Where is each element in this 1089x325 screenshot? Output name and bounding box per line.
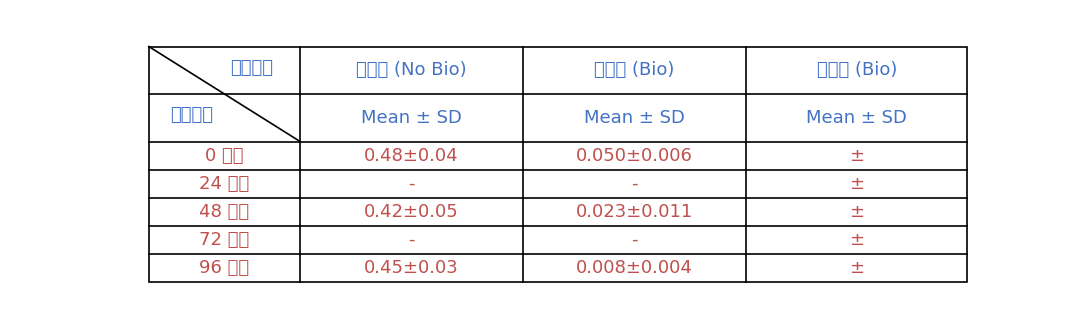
Text: ±: ± xyxy=(849,147,865,165)
Text: Mean ± SD: Mean ± SD xyxy=(584,109,685,127)
Text: -: - xyxy=(631,231,637,249)
Text: 0.008±0.004: 0.008±0.004 xyxy=(576,259,693,277)
Text: 경과시간: 경과시간 xyxy=(170,107,212,124)
Text: -: - xyxy=(408,175,415,193)
Text: 지수식 (No Bio): 지수식 (No Bio) xyxy=(356,61,467,79)
Text: 0.48±0.04: 0.48±0.04 xyxy=(364,147,458,165)
Text: 24 시간: 24 시간 xyxy=(199,175,249,193)
Text: 유수식 (Bio): 유수식 (Bio) xyxy=(817,61,897,79)
Text: 96 시간: 96 시간 xyxy=(199,259,249,277)
Text: 시험항목: 시험항목 xyxy=(230,59,273,77)
Text: 72 시간: 72 시간 xyxy=(199,231,249,249)
Text: Mean ± SD: Mean ± SD xyxy=(362,109,462,127)
Text: Mean ± SD: Mean ± SD xyxy=(807,109,907,127)
Text: 지수식 (Bio): 지수식 (Bio) xyxy=(595,61,674,79)
Text: ±: ± xyxy=(849,175,865,193)
Text: ±: ± xyxy=(849,203,865,221)
Text: ±: ± xyxy=(849,259,865,277)
Text: 0.023±0.011: 0.023±0.011 xyxy=(576,203,693,221)
Text: 0.45±0.03: 0.45±0.03 xyxy=(364,259,458,277)
Text: 0.42±0.05: 0.42±0.05 xyxy=(364,203,458,221)
Text: 0 시간: 0 시간 xyxy=(205,147,244,165)
Text: -: - xyxy=(408,231,415,249)
Text: -: - xyxy=(631,175,637,193)
Text: 48 시간: 48 시간 xyxy=(199,203,249,221)
Text: ±: ± xyxy=(849,231,865,249)
Text: 0.050±0.006: 0.050±0.006 xyxy=(576,147,693,165)
